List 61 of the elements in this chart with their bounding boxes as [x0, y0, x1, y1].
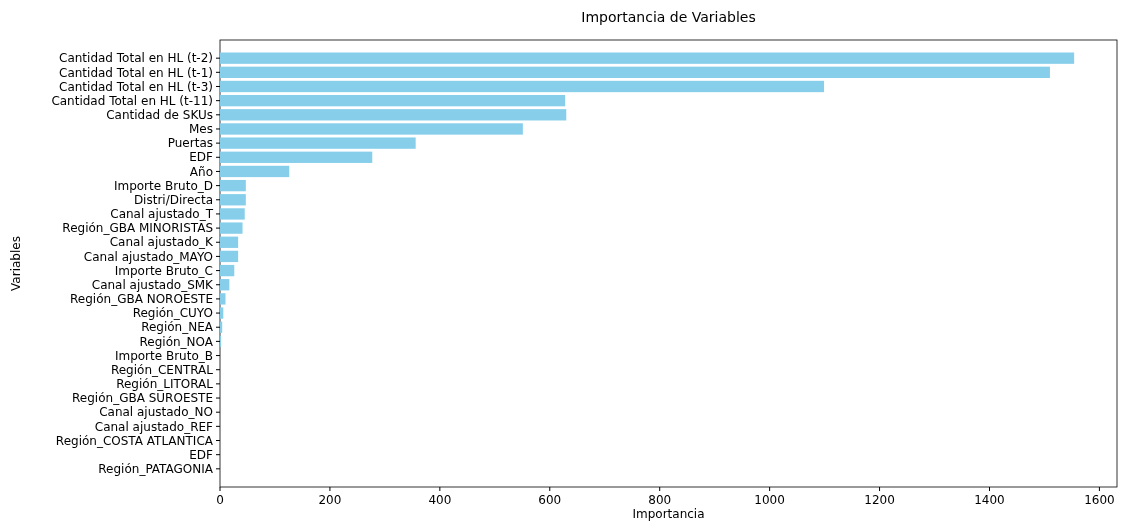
- x-tick-label: 1600: [1084, 493, 1115, 507]
- y-tick-label: Cantidad Total en HL (t-11): [51, 93, 213, 108]
- y-tick-label: Importe Bruto_C: [114, 263, 213, 278]
- y-tick-label: Región_NOA: [139, 334, 214, 349]
- y-tick-label: Región_GBA NOROESTE: [70, 292, 213, 307]
- bar: [220, 236, 239, 248]
- y-tick-label: Región_PATAGONIA: [98, 462, 214, 477]
- y-tick-label: Región_NEA: [141, 320, 214, 335]
- y-tick-label: Cantidad de SKUs: [106, 108, 213, 123]
- y-tick-label: Cantidad Total en HL (t-1): [59, 65, 213, 80]
- bar: [220, 123, 523, 135]
- bar: [220, 250, 239, 263]
- x-tick-label: 1000: [754, 493, 785, 507]
- y-tick-label: Canal ajustado_K: [109, 235, 215, 250]
- x-tick-label: 800: [648, 493, 672, 507]
- bar: [220, 194, 246, 206]
- y-axis-title: Variables: [9, 236, 23, 291]
- y-tick-label: EDF: [189, 150, 214, 165]
- y-tick-label: Canal ajustado_SMK: [91, 277, 215, 292]
- x-axis-title: Importancia: [632, 507, 705, 521]
- bar: [220, 165, 290, 178]
- y-tick-label: Canal ajustado_NO: [99, 405, 213, 420]
- y-tick-label: Región_GBA MINORISTAS: [62, 221, 213, 236]
- bar: [220, 66, 1050, 78]
- bar: [220, 151, 373, 163]
- y-tick-label: Región_CUYO: [132, 306, 213, 321]
- y-tick-label: EDF: [189, 447, 214, 462]
- bar: [220, 264, 235, 277]
- y-tick-label: Región_CENTRAL: [110, 362, 214, 377]
- bar: [220, 94, 566, 107]
- y-tick-label: Puertas: [167, 136, 213, 151]
- y-tick-label: Cantidad Total en HL (t-2): [59, 51, 213, 66]
- x-tick-label: 600: [538, 493, 562, 507]
- bar: [220, 293, 226, 305]
- bar: [220, 52, 1075, 64]
- x-tick-label: 1200: [864, 493, 895, 507]
- bar: [220, 307, 224, 319]
- y-tick-label: Importe Bruto_B: [114, 348, 213, 363]
- bar: [220, 222, 243, 234]
- bar: [220, 137, 416, 149]
- x-tick-label: 400: [428, 493, 452, 507]
- bar: [220, 80, 825, 93]
- y-tick-label: Canal ajustado_REF: [94, 419, 214, 434]
- y-tick-label: Región_LITORAL: [116, 377, 214, 392]
- y-tick-label: Año: [189, 164, 213, 179]
- y-tick-label: Región_GBA SUROESTE: [72, 391, 213, 406]
- chart-title: Importancia de Variables: [581, 9, 756, 25]
- x-tick-label: 1400: [974, 493, 1005, 507]
- bar: [220, 109, 567, 121]
- bar: [220, 179, 246, 192]
- y-tick-label: Mes: [189, 122, 213, 137]
- y-tick-label: Canal ajustado_MAYO: [83, 249, 213, 264]
- y-tick-label: Canal ajustado_T: [110, 207, 214, 222]
- y-tick-label: Distri/Directa: [133, 192, 213, 207]
- x-tick-label: 200: [318, 493, 342, 507]
- bar: [220, 279, 230, 291]
- x-tick-label: 0: [216, 493, 224, 507]
- y-tick-label: Región_COSTA ATLANTICA: [55, 433, 214, 448]
- y-tick-label: Importe Bruto_D: [113, 178, 213, 193]
- bar: [220, 208, 245, 220]
- y-tick-label: Cantidad Total en HL (t-3): [59, 79, 213, 94]
